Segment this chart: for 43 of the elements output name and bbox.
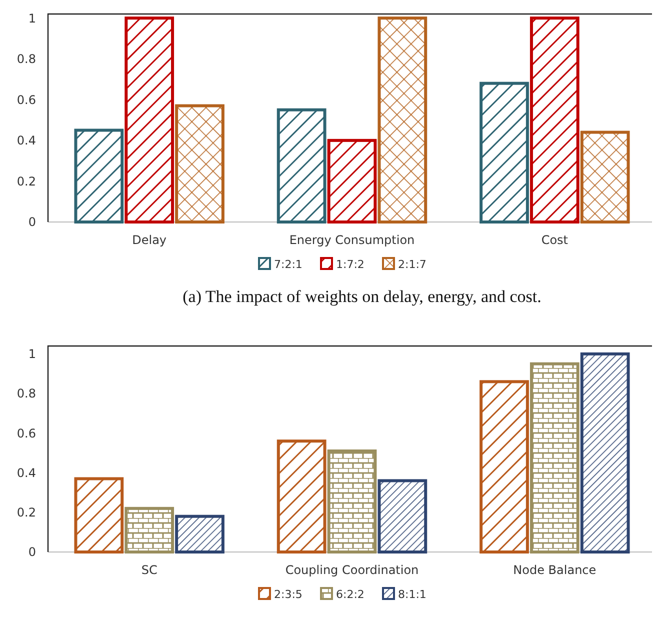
bar bbox=[175, 514, 224, 554]
y-tick-label: 0.4 bbox=[16, 134, 36, 148]
legend-label: 6:2:2 bbox=[336, 588, 364, 601]
bar bbox=[327, 449, 377, 554]
y-tick-label: 0.2 bbox=[16, 506, 36, 520]
bar bbox=[74, 477, 124, 554]
text: (a) The impact of weights on delay, energy, and cost. bbox=[182, 287, 542, 306]
y-tick-label: 0.4 bbox=[16, 466, 36, 480]
y-tick-label: 0.6 bbox=[16, 426, 36, 440]
x-tick-label: Cost bbox=[541, 233, 568, 247]
bar bbox=[175, 104, 224, 224]
x-tick-label: Node Balance bbox=[513, 563, 596, 577]
bar bbox=[530, 16, 580, 224]
bar bbox=[530, 362, 580, 554]
bar bbox=[276, 440, 326, 554]
x-tick-label: SC bbox=[141, 563, 158, 577]
bar bbox=[378, 16, 428, 224]
legend-label: 7:2:1 bbox=[274, 258, 302, 271]
y-tick-label: 0.8 bbox=[16, 386, 36, 401]
legend-label: 8:1:1 bbox=[398, 588, 426, 601]
bar bbox=[124, 506, 174, 554]
bar bbox=[276, 108, 326, 224]
bar bbox=[124, 16, 174, 224]
legend-label: 1:7:2 bbox=[336, 258, 364, 271]
y-tick-label: 1 bbox=[28, 11, 36, 26]
y-tick-label: 0 bbox=[28, 545, 36, 560]
y-tick-label: 0.2 bbox=[16, 174, 36, 188]
bar bbox=[74, 128, 124, 224]
bar bbox=[580, 130, 630, 224]
bar bbox=[480, 82, 529, 224]
x-tick-label: Coupling Coordination bbox=[285, 563, 419, 577]
y-tick-label: 0 bbox=[28, 215, 36, 230]
legend-label: 2:1:7 bbox=[398, 258, 426, 271]
bar bbox=[327, 138, 377, 224]
legend-label: 2:3:5 bbox=[274, 588, 302, 601]
x-tick-label: Energy Consumption bbox=[289, 233, 415, 247]
bar bbox=[580, 352, 630, 554]
y-tick-label: 1 bbox=[28, 347, 36, 362]
bar bbox=[378, 479, 428, 554]
y-tick-label: 0.8 bbox=[16, 52, 36, 66]
x-tick-label: Delay bbox=[132, 233, 167, 247]
bar bbox=[480, 380, 529, 554]
y-tick-label: 0.6 bbox=[16, 92, 36, 107]
